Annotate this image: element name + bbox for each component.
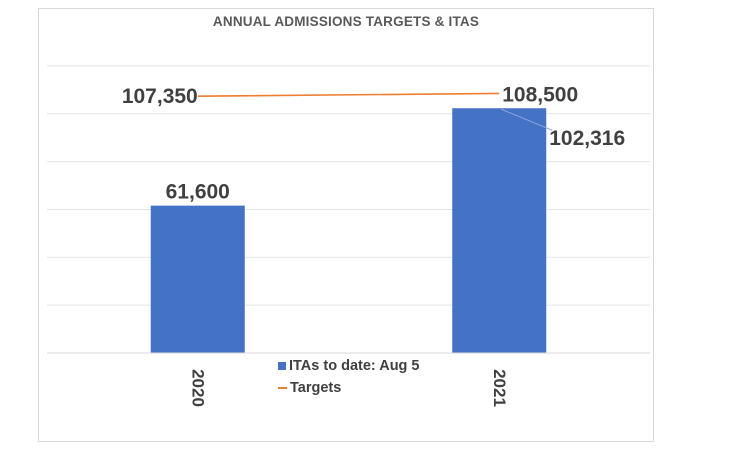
legend-swatch-targets (278, 387, 287, 389)
legend-item-targets: Targets (278, 380, 341, 396)
data-label-leader (501, 108, 553, 131)
x-tick-label-2020: 2020 (188, 369, 207, 407)
data-label-targets-2021: 108,500 (502, 83, 578, 106)
data-label-targets-2020: 107,350 (122, 85, 198, 108)
chart-title: ANNUAL ADMISSIONS TARGETS & ITAS (212, 14, 480, 29)
targets-line (197, 92, 500, 97)
legend-label-itas: ITAs to date: Aug 5 (289, 358, 420, 374)
x-tick-label-2021: 2021 (490, 369, 509, 407)
legend-swatch-itas (278, 362, 286, 370)
data-label-itas-2021: 102,316 (549, 127, 625, 150)
bar-2021 (452, 108, 547, 354)
legend-label-targets: Targets (290, 380, 342, 396)
legend-item-itas: ITAs to date: Aug 5 (278, 358, 420, 374)
chart-area (38, 8, 654, 442)
bar-2020 (150, 205, 245, 353)
data-label-itas-2020: 61,600 (166, 181, 230, 204)
